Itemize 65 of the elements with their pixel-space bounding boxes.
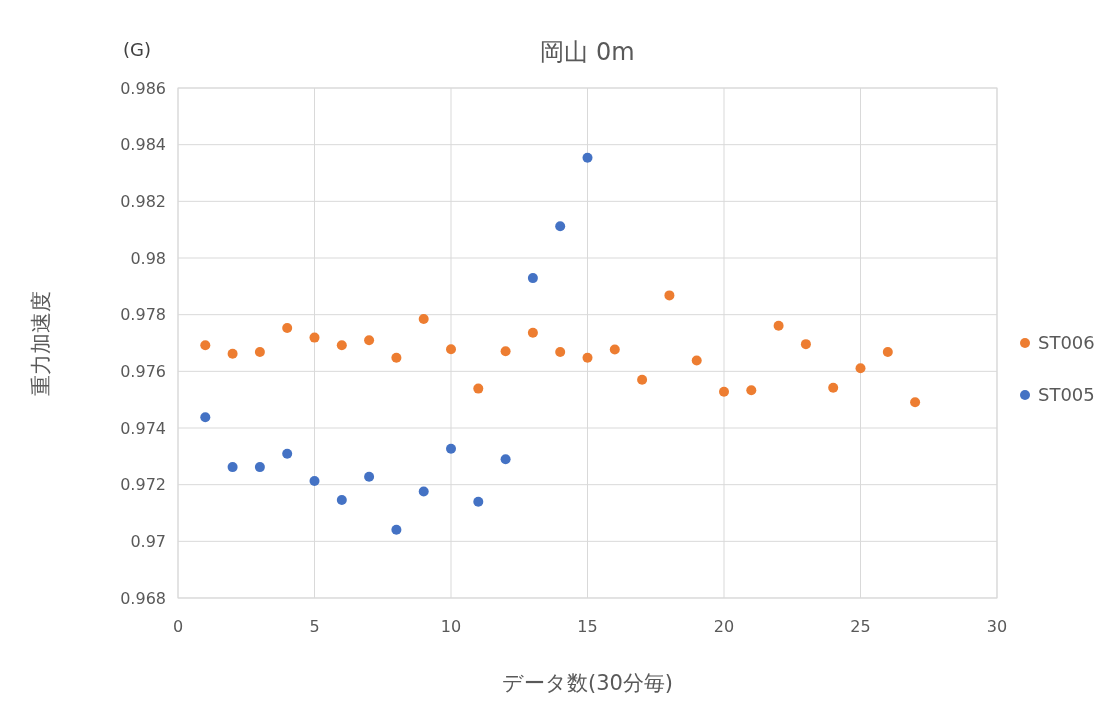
point xyxy=(282,322,293,333)
point xyxy=(254,462,265,473)
point xyxy=(855,363,866,374)
x-tick-label: 15 xyxy=(577,617,598,636)
point xyxy=(800,339,811,350)
point xyxy=(527,327,538,338)
point xyxy=(227,462,238,473)
point xyxy=(719,386,729,397)
y-tick-label: 0.972 xyxy=(120,475,166,495)
x-tick-label: 25 xyxy=(850,617,871,636)
y-tick-label: 0.968 xyxy=(120,588,166,608)
point xyxy=(446,344,456,355)
point xyxy=(336,340,347,351)
point xyxy=(446,443,456,454)
point xyxy=(582,152,593,163)
text: (G) xyxy=(123,39,151,60)
point xyxy=(254,347,265,358)
point xyxy=(582,352,593,363)
x-tick-label: 30 xyxy=(986,617,1008,636)
point xyxy=(391,524,402,535)
point xyxy=(746,385,757,396)
point xyxy=(336,494,347,505)
point xyxy=(500,454,511,465)
point xyxy=(364,471,375,482)
legend-label: ST005 xyxy=(1038,384,1095,406)
point xyxy=(418,313,429,324)
point xyxy=(282,448,293,459)
x-tick-label: 10 xyxy=(440,617,462,636)
point xyxy=(555,221,566,232)
point xyxy=(882,347,893,358)
y-tick-label: 0.976 xyxy=(120,361,166,381)
point xyxy=(691,355,702,366)
point xyxy=(391,352,402,363)
point xyxy=(227,348,238,359)
x-tick-label: 0 xyxy=(172,617,184,636)
point xyxy=(200,412,211,423)
y-axis-title: 重力加速度 xyxy=(29,290,53,396)
chart-title: 岡山 0m xyxy=(540,38,635,66)
point xyxy=(473,496,484,507)
y-tick-label: 0.98 xyxy=(130,248,166,268)
point xyxy=(527,273,538,284)
y-tick-label: 0.97 xyxy=(130,531,166,551)
point xyxy=(828,382,839,393)
point xyxy=(473,383,484,394)
point xyxy=(309,475,320,486)
point xyxy=(910,397,921,408)
point xyxy=(309,332,320,343)
point xyxy=(500,346,511,357)
point xyxy=(773,320,784,331)
point xyxy=(664,290,675,301)
point xyxy=(364,335,375,346)
y-tick-label: 0.974 xyxy=(120,418,166,438)
point xyxy=(555,347,566,358)
y-tick-label: 0.984 xyxy=(120,135,166,155)
y-tick-label: 0.978 xyxy=(120,305,166,325)
point xyxy=(418,486,429,497)
point xyxy=(200,340,211,351)
x-tick-label: 5 xyxy=(309,617,320,636)
y-tick-label: 0.982 xyxy=(120,191,166,211)
point xyxy=(637,374,648,385)
y-tick-label: 0.986 xyxy=(120,78,166,98)
x-axis-title: データ数(30分毎) xyxy=(501,671,674,695)
point xyxy=(609,344,620,355)
x-tick-label: 20 xyxy=(713,617,735,636)
legend-label: ST006 xyxy=(1038,332,1095,354)
